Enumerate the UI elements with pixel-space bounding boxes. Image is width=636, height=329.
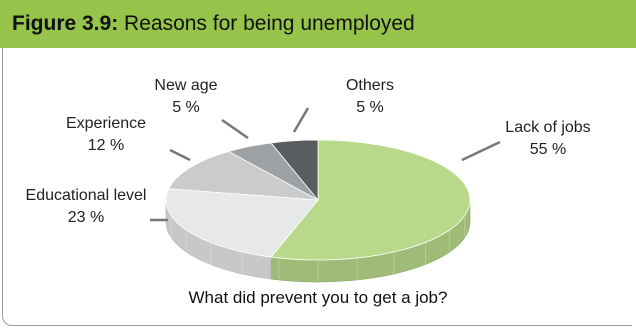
- slice-label-1-0: Educational level: [26, 187, 147, 204]
- figure-title: Figure 3.9: Reasons for being unemployed: [12, 0, 415, 48]
- pie-slice-lack-of-jobs: [270, 139, 471, 261]
- figure-label: Figure 3.9:: [12, 12, 119, 35]
- figure-frame: [2, 48, 632, 326]
- leader-line: [169, 148, 191, 162]
- pie-slice-educational-level: [165, 188, 319, 258]
- slice-label-4-0: Others: [346, 77, 394, 94]
- leader-line: [221, 118, 249, 140]
- slice-label-2-0: Experience: [66, 115, 146, 132]
- pie-slice-experience: [168, 151, 319, 201]
- slice-label-4-1: 5 %: [356, 99, 384, 116]
- slice-label-0-1: 55 %: [530, 141, 566, 158]
- slice-label-1-1: 23 %: [68, 209, 104, 226]
- slice-label-2-1: 12 %: [88, 137, 124, 154]
- chart-caption: What did prevent you to get a job?: [188, 288, 448, 307]
- slice-label-3-0: New age: [154, 77, 217, 94]
- slice-label-0-0: Lack of jobs: [505, 119, 590, 136]
- leader-line: [292, 107, 310, 133]
- figure-title-text: Reasons for being unemployed: [124, 12, 415, 35]
- pie-slice-others: [270, 139, 319, 202]
- figure-header: Figure 3.9: Reasons for being unemployed: [0, 0, 636, 48]
- leader-line: [461, 140, 501, 162]
- slice-label-3-1: 5 %: [172, 99, 200, 116]
